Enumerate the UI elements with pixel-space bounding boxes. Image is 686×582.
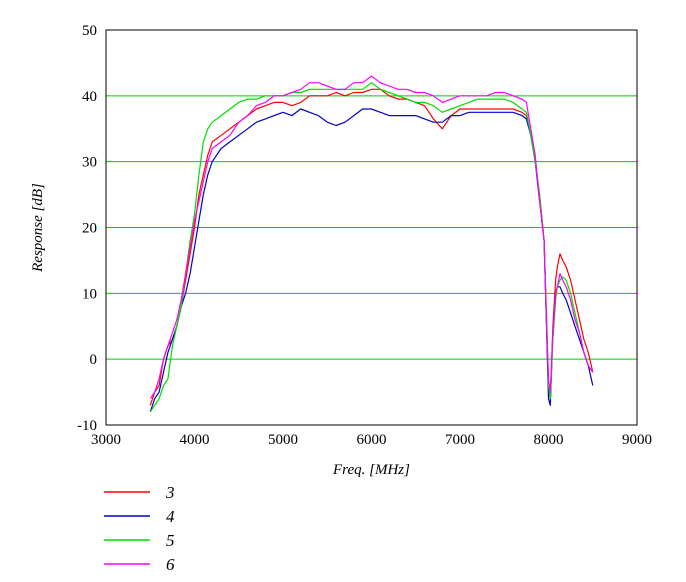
plot-frame [105, 29, 638, 426]
y-tick-50: 50 [82, 23, 97, 39]
series-line-6 [149, 75, 594, 400]
x-tick-4000: 4000 [180, 432, 210, 448]
x-tick-6000: 6000 [357, 432, 387, 448]
y-tick--10: -10 [77, 418, 97, 434]
y-axis-label: Response [dB] [30, 183, 46, 273]
x-tick-8000: 8000 [534, 432, 564, 448]
legend: 3 4 5 6 [104, 483, 175, 574]
y-tick-10: 10 [82, 286, 97, 302]
x-axis-label: Freq. [MHz] [332, 462, 410, 478]
y-tick-20: 20 [82, 221, 97, 237]
legend-label-5: 5 [166, 531, 175, 550]
legend-label-6: 6 [166, 555, 175, 574]
series-lines [149, 75, 594, 413]
legend-label-3: 3 [165, 483, 175, 502]
x-tick-7000: 7000 [445, 432, 475, 448]
y-tick-0: 0 [90, 352, 98, 368]
legend-label-4: 4 [166, 507, 175, 526]
x-tick-9000: 9000 [622, 432, 652, 448]
y-tick-30: 30 [82, 155, 97, 171]
x-tick-5000: 5000 [268, 432, 298, 448]
y-tick-40: 40 [82, 89, 97, 105]
x-tick-3000: 3000 [91, 432, 121, 448]
x-tick-labels: 3000 4000 5000 6000 7000 8000 9000 [91, 432, 652, 448]
y-tick-labels: -10 0 10 20 30 40 50 [77, 23, 97, 434]
